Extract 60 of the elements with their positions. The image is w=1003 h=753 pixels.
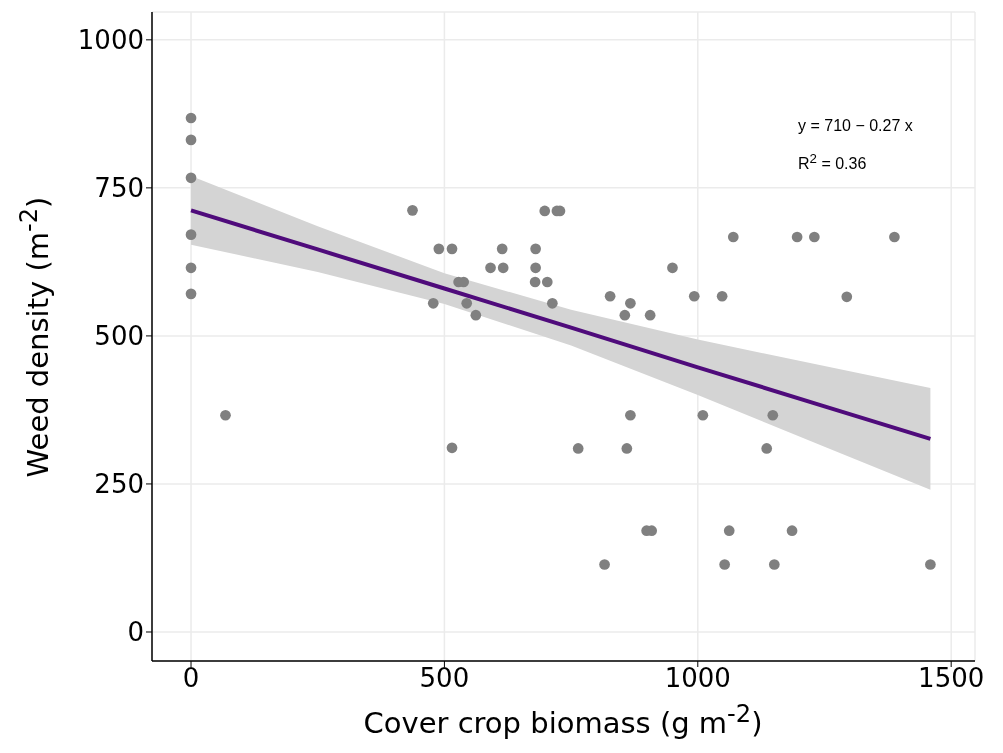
point — [220, 409, 231, 421]
point — [485, 262, 496, 274]
point — [644, 309, 656, 321]
point — [433, 243, 445, 255]
x-axis-title: Cover crop biomass (g m$^{-2}$) — [363, 700, 763, 740]
point — [786, 525, 798, 537]
y-tick-label: 1000 — [77, 25, 144, 56]
point — [889, 231, 900, 243]
point — [541, 276, 553, 288]
point — [185, 288, 197, 300]
point — [530, 262, 541, 274]
point — [723, 525, 735, 537]
point — [185, 172, 197, 184]
point — [547, 298, 558, 309]
point — [761, 443, 773, 454]
y-tick-label: 500 — [94, 321, 144, 352]
point — [667, 262, 678, 274]
annotation: R$^{2}$ = 0.36 — [798, 151, 867, 174]
point — [185, 262, 197, 274]
x-tick-label: 500 — [419, 663, 470, 694]
point — [925, 559, 936, 570]
point — [619, 309, 631, 321]
point — [688, 290, 700, 302]
point — [604, 290, 616, 302]
x-tick-label: 1500 — [918, 663, 985, 694]
x-tick-label: 0 — [182, 663, 200, 694]
point — [809, 231, 820, 243]
point — [697, 409, 709, 421]
point — [446, 442, 458, 454]
point — [768, 559, 780, 570]
point — [625, 298, 636, 309]
point — [625, 409, 636, 421]
point — [185, 229, 197, 240]
point — [461, 298, 473, 309]
point — [529, 276, 541, 288]
point — [621, 443, 633, 454]
annotation: y = 710 − 0.27 x — [798, 117, 913, 135]
point — [539, 205, 551, 217]
point — [407, 205, 418, 216]
point — [470, 309, 482, 321]
point — [496, 243, 508, 255]
point — [530, 243, 541, 255]
point — [791, 231, 803, 243]
point — [185, 134, 197, 146]
point — [599, 559, 610, 570]
point — [767, 409, 779, 421]
y-tick-label: 250 — [94, 469, 144, 500]
line-series — [189, 208, 933, 441]
point — [572, 443, 584, 454]
point — [841, 291, 853, 303]
y-tick-label: 750 — [94, 173, 144, 204]
point — [719, 559, 731, 570]
point — [497, 262, 509, 274]
point — [727, 231, 739, 243]
point — [427, 298, 439, 309]
point — [446, 243, 458, 255]
point — [716, 290, 728, 302]
point — [185, 112, 197, 124]
x-tick-label: 1000 — [664, 663, 731, 694]
y-tick-label: 0 — [127, 617, 144, 648]
